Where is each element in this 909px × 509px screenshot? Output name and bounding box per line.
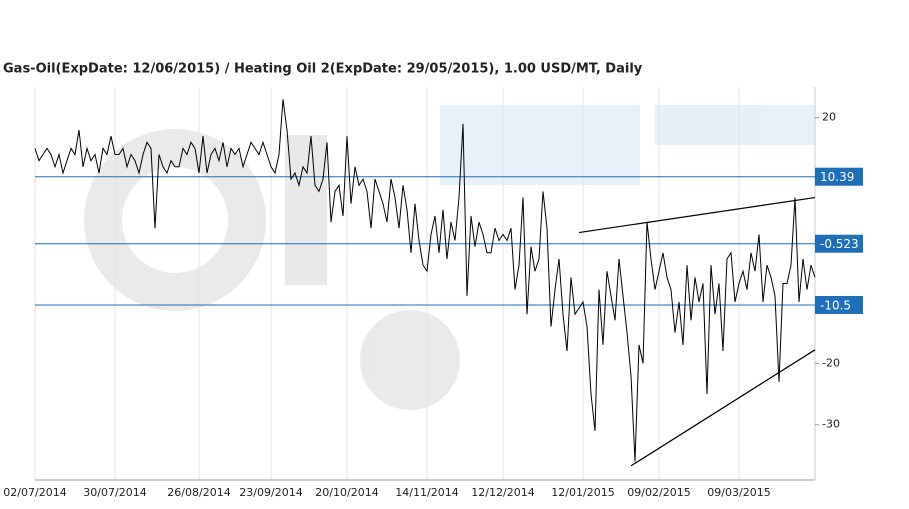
y-tick-label: 20 xyxy=(822,111,836,124)
y-tick-label: -30 xyxy=(822,418,840,431)
x-tick-label: 20/10/2014 xyxy=(315,486,378,499)
x-tick-label: 02/07/2014 xyxy=(3,486,66,499)
level-label: 10.39 xyxy=(820,170,854,184)
x-tick-label: 12/01/2015 xyxy=(551,486,614,499)
x-tick-label: 14/11/2014 xyxy=(395,486,458,499)
x-tick-label: 26/08/2014 xyxy=(167,486,230,499)
x-tick-label: 12/12/2014 xyxy=(471,486,534,499)
x-tick-label: 09/03/2015 xyxy=(707,486,770,499)
line-series xyxy=(34,99,816,462)
watermark-shape xyxy=(440,105,640,185)
level-label: -0.523 xyxy=(820,237,859,251)
watermark xyxy=(84,105,815,410)
watermark-shape xyxy=(84,129,266,311)
level-box xyxy=(815,234,863,253)
trend-line xyxy=(578,196,816,234)
watermark-shape xyxy=(360,310,460,410)
level-box xyxy=(815,167,863,186)
x-tick-label: 30/07/2014 xyxy=(83,486,146,499)
x-tick-label: 09/02/2015 xyxy=(627,486,690,499)
level-label: -10.5 xyxy=(820,298,851,312)
chart-title: Gas-Oil(ExpDate: 12/06/2015) / Heating O… xyxy=(3,62,643,77)
y-tick-label: -20 xyxy=(822,356,840,369)
watermark-shape xyxy=(655,105,815,145)
x-tick-label: 23/09/2014 xyxy=(239,486,302,499)
trend-line xyxy=(630,349,816,467)
watermark-shape xyxy=(285,135,327,285)
level-box xyxy=(815,295,863,314)
